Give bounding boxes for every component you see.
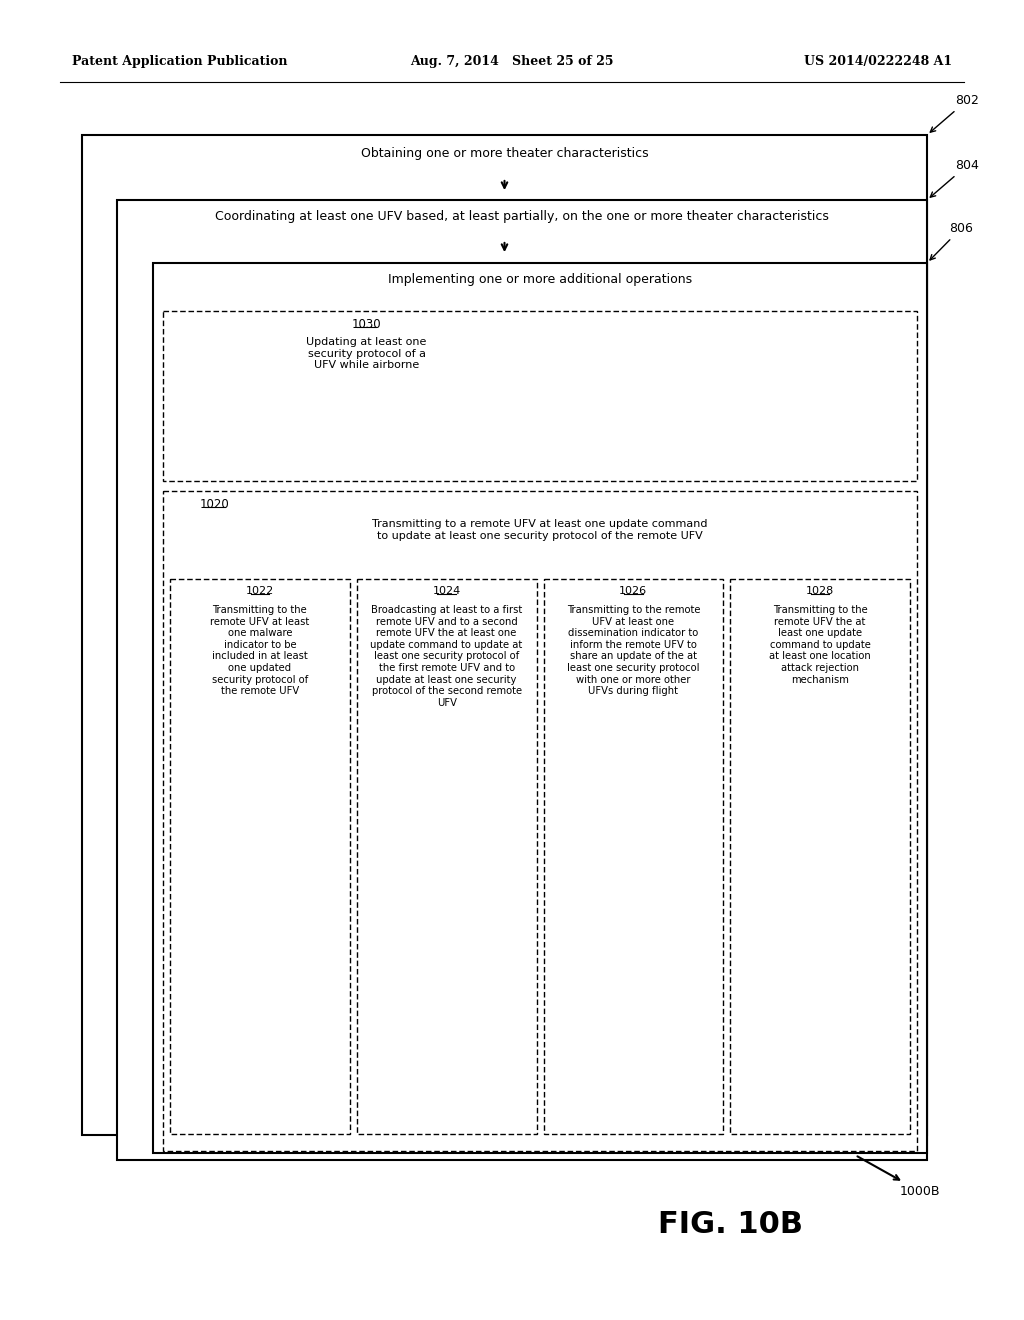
Text: Transmitting to the
remote UFV at least
one malware
indicator to be
included in : Transmitting to the remote UFV at least … [210,605,309,696]
FancyBboxPatch shape [170,579,350,1134]
Text: 804: 804 [930,158,979,197]
Text: Updating at least one
security protocol of a
UFV while airborne: Updating at least one security protocol … [306,337,427,370]
Text: Patent Application Publication: Patent Application Publication [72,55,288,69]
Text: 1020: 1020 [200,498,229,511]
FancyBboxPatch shape [117,201,927,1160]
Text: Aug. 7, 2014   Sheet 25 of 25: Aug. 7, 2014 Sheet 25 of 25 [411,55,613,69]
FancyBboxPatch shape [544,579,723,1134]
Text: 1022: 1022 [246,586,274,597]
FancyBboxPatch shape [82,135,927,1135]
FancyBboxPatch shape [163,491,918,1151]
Text: 1026: 1026 [620,586,647,597]
Text: US 2014/0222248 A1: US 2014/0222248 A1 [804,55,952,69]
Text: Transmitting to the remote
UFV at least one
dissemination indicator to
inform th: Transmitting to the remote UFV at least … [566,605,700,696]
FancyBboxPatch shape [730,579,910,1134]
Text: 1024: 1024 [432,586,461,597]
Text: Transmitting to a remote UFV at least one update command
to update at least one : Transmitting to a remote UFV at least on… [373,519,708,541]
Text: 802: 802 [930,94,979,132]
Text: Broadcasting at least to a first
remote UFV and to a second
remote UFV the at le: Broadcasting at least to a first remote … [371,605,522,708]
Text: 1028: 1028 [806,586,835,597]
Text: 1030: 1030 [352,318,381,331]
Text: Transmitting to the
remote UFV the at
least one update
command to update
at leas: Transmitting to the remote UFV the at le… [769,605,871,685]
Text: 1000B: 1000B [857,1156,940,1199]
Text: Implementing one or more additional operations: Implementing one or more additional oper… [388,273,692,286]
FancyBboxPatch shape [153,263,927,1152]
Text: FIG. 10B: FIG. 10B [657,1210,803,1239]
FancyBboxPatch shape [163,312,918,480]
Text: Obtaining one or more theater characteristics: Obtaining one or more theater characteri… [360,147,648,160]
FancyBboxPatch shape [356,579,537,1134]
Text: Coordinating at least one UFV based, at least partially, on the one or more thea: Coordinating at least one UFV based, at … [215,210,829,223]
Text: 806: 806 [930,222,973,260]
